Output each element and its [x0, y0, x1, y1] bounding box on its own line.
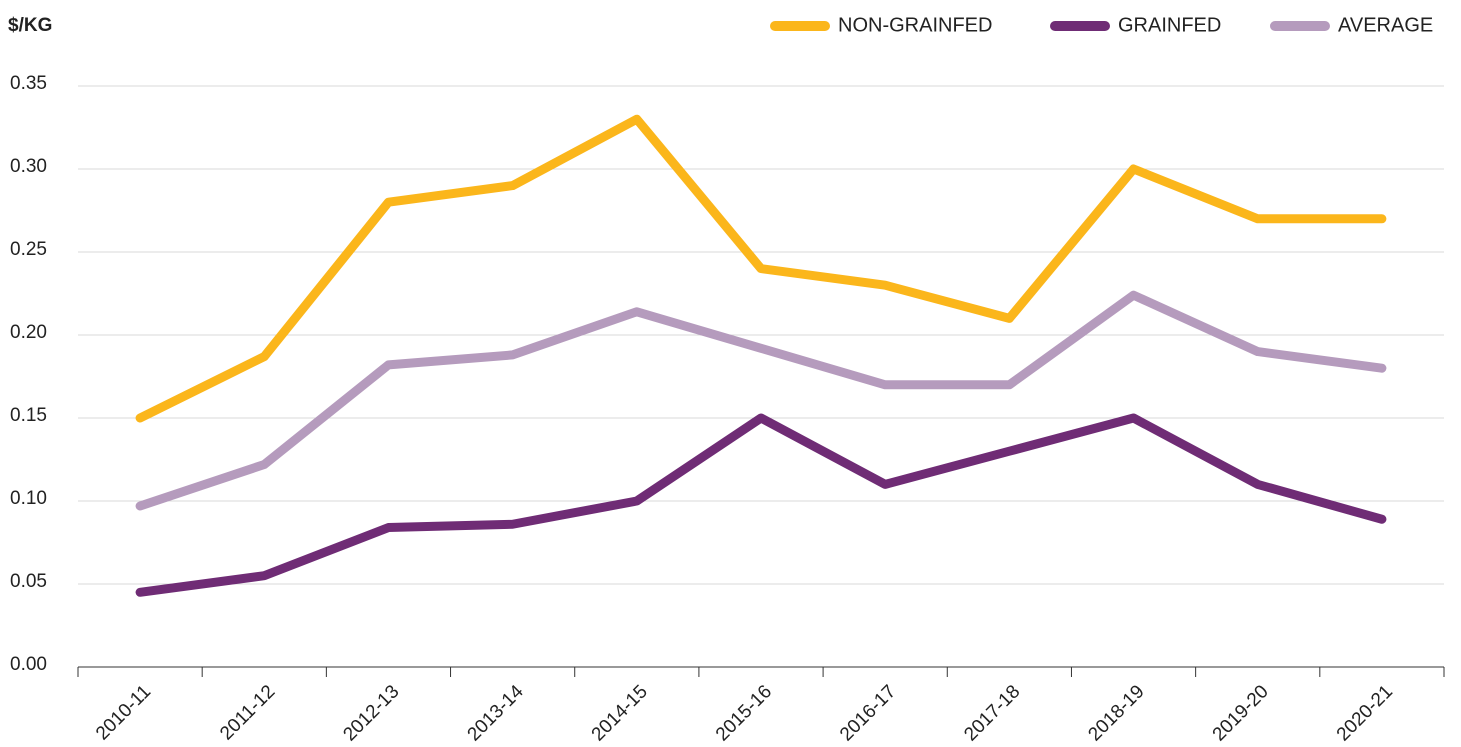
series-line	[135, 413, 1387, 597]
y-axis-label: $/KG	[8, 15, 52, 36]
x-tick-label: 2013-14	[464, 681, 528, 745]
series-line	[135, 290, 1387, 511]
x-tick-label: 2017-18	[960, 681, 1024, 745]
x-tick-label: 2019-20	[1209, 681, 1273, 745]
legend-label: AVERAGE	[1338, 14, 1433, 36]
legend-label: NON-GRAINFED	[838, 14, 992, 36]
x-tick-label: 2012-13	[339, 681, 403, 745]
y-tick-label: 0.15	[10, 405, 47, 426]
x-tick-label: 2010-11	[92, 681, 155, 744]
y-tick-label: 0.00	[10, 654, 47, 675]
x-tick-label: 2015-16	[712, 681, 776, 745]
x-tick-label: 2011-12	[216, 681, 279, 744]
x-tick-label: 2014-15	[588, 681, 652, 745]
x-tick-label: 2020-21	[1333, 681, 1397, 745]
y-tick-label: 0.05	[10, 571, 47, 592]
y-tick-label: 0.10	[10, 488, 47, 509]
series-line	[135, 114, 1387, 423]
y-tick-label: 0.25	[10, 239, 47, 260]
legend-label: GRAINFED	[1118, 14, 1221, 36]
x-tick-label: 2018-19	[1084, 681, 1148, 745]
y-tick-label: 0.20	[10, 322, 47, 343]
x-tick-label: 2016-17	[836, 681, 900, 745]
y-tick-label: 0.35	[10, 73, 47, 94]
y-tick-label: 0.30	[10, 156, 47, 177]
